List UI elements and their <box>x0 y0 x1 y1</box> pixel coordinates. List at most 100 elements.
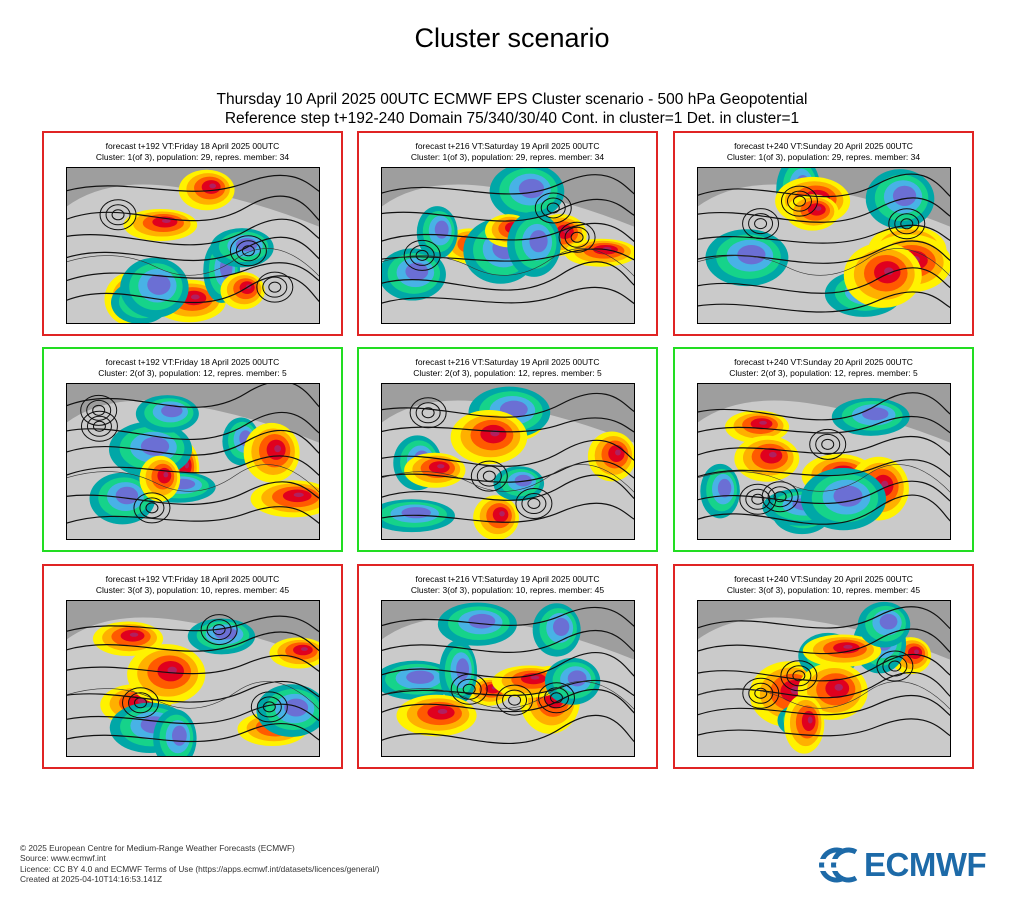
negative-anomaly-blob <box>147 274 171 295</box>
positive-anomaly-blob <box>914 649 920 654</box>
coastline <box>697 248 951 278</box>
closed-contour <box>92 420 106 432</box>
negative-anomaly-blob <box>456 658 470 681</box>
geopotential-contour <box>697 694 951 717</box>
negative-anomaly-blob <box>161 404 183 418</box>
negative-anomaly-blob <box>892 185 917 206</box>
closed-contour <box>894 213 920 235</box>
closed-contour <box>415 402 441 424</box>
closed-contour <box>80 394 118 426</box>
cluster-panel: forecast t+216 VT:Saturday 19 April 2025… <box>357 131 658 336</box>
geopotential-contour <box>66 631 320 652</box>
positive-anomaly-blob <box>161 219 171 223</box>
closed-contour <box>262 276 288 298</box>
closed-contour <box>815 433 841 455</box>
closed-contour <box>558 221 596 253</box>
geopotential-contour <box>381 680 635 697</box>
panel-cluster-label: Cluster: 2(of 3), population: 12, repres… <box>98 368 287 378</box>
copyright-footer: © 2025 European Centre for Medium-Range … <box>20 843 379 885</box>
geopotential-contour <box>66 680 320 703</box>
cluster-panel: forecast t+192 VT:Friday 18 April 2025 0… <box>42 131 343 336</box>
closed-contour <box>767 486 793 508</box>
negative-anomaly-blob <box>514 474 532 487</box>
closed-contour <box>761 481 799 513</box>
geopotential-map <box>66 383 320 540</box>
negative-anomaly-blob <box>861 407 889 421</box>
ecmwf-logo-text: ECMWF <box>864 846 987 883</box>
geopotential-contour <box>697 494 951 525</box>
map-frame <box>697 600 951 757</box>
closed-contour <box>86 415 112 437</box>
closed-contour <box>540 197 566 219</box>
closed-contour <box>145 502 159 514</box>
geopotential-map-svg <box>66 383 320 540</box>
panel-forecast-label: forecast t+192 VT:Friday 18 April 2025 0… <box>105 357 280 367</box>
closed-contour <box>792 195 806 207</box>
geopotential-contour <box>697 628 951 655</box>
geopotential-contour <box>697 435 951 457</box>
closed-contour <box>86 399 112 421</box>
geopotential-contour <box>66 429 320 456</box>
positive-anomaly-blob <box>137 698 147 704</box>
closed-contour <box>134 697 148 709</box>
coastline <box>66 248 320 278</box>
geopotential-map-svg <box>697 600 951 757</box>
geopotential-contour <box>381 629 635 653</box>
closed-contour <box>570 231 584 243</box>
coastline <box>381 464 635 494</box>
panel-header: forecast t+192 VT:Friday 18 April 2025 0… <box>44 357 341 379</box>
coastline <box>66 681 320 711</box>
closed-contour <box>128 692 154 714</box>
geopotential-contour <box>66 615 320 633</box>
negative-anomaly-blob <box>115 486 139 505</box>
positive-anomaly-blob <box>759 420 767 425</box>
coastline <box>381 681 635 711</box>
closed-contour <box>809 428 847 460</box>
map-frame <box>697 383 951 540</box>
geopotential-contour <box>66 722 320 743</box>
closed-contour <box>527 498 541 510</box>
closed-contour <box>751 493 765 505</box>
geopotential-map-svg <box>66 600 320 757</box>
geopotential-map-svg <box>66 167 320 324</box>
geopotential-contour <box>697 392 951 421</box>
closed-contour <box>508 694 522 706</box>
closed-contour <box>482 470 496 482</box>
page-title: Cluster scenario <box>414 23 610 53</box>
closed-contour <box>900 218 914 230</box>
closed-contour <box>92 404 106 416</box>
positive-anomaly-blob <box>437 709 448 715</box>
geopotential-contour <box>66 174 320 193</box>
negative-anomaly-blob <box>171 725 187 746</box>
geopotential-contour <box>381 287 635 305</box>
negative-anomaly-blob <box>879 613 898 630</box>
geopotential-map <box>697 167 951 324</box>
cluster-panel: forecast t+240 VT:Sunday 20 April 2025 0… <box>673 131 974 336</box>
closed-contour <box>742 208 780 240</box>
closed-contour <box>564 226 590 248</box>
ecmwf-logo[interactable]: ECMWF <box>814 846 1010 884</box>
closed-contour <box>268 281 282 293</box>
closed-contour <box>888 208 926 240</box>
map-frame <box>381 167 635 324</box>
positive-anomaly-blob <box>843 644 853 649</box>
geopotential-contour <box>381 474 635 501</box>
closed-contour <box>229 235 267 267</box>
negative-anomaly-blob <box>518 178 545 199</box>
positive-anomaly-blob <box>209 183 216 189</box>
panel-header: forecast t+216 VT:Saturday 19 April 2025… <box>359 141 656 163</box>
panel-cluster-label: Cluster: 3(of 3), population: 10, repres… <box>726 585 921 595</box>
closed-contour <box>206 619 232 641</box>
geopotential-contour <box>697 606 951 631</box>
negative-anomaly-blob <box>717 478 732 498</box>
geopotential-contour <box>381 606 635 628</box>
closed-contour <box>256 271 294 303</box>
closed-contour <box>409 397 447 429</box>
geopotential-contour <box>66 703 320 725</box>
closed-contour <box>235 240 261 262</box>
closed-contour <box>748 682 774 704</box>
closed-contour <box>409 244 435 266</box>
coastline <box>66 464 320 494</box>
panel-cluster-label: Cluster: 1(of 3), population: 29, repres… <box>410 152 605 162</box>
positive-anomaly-blob <box>815 206 822 211</box>
